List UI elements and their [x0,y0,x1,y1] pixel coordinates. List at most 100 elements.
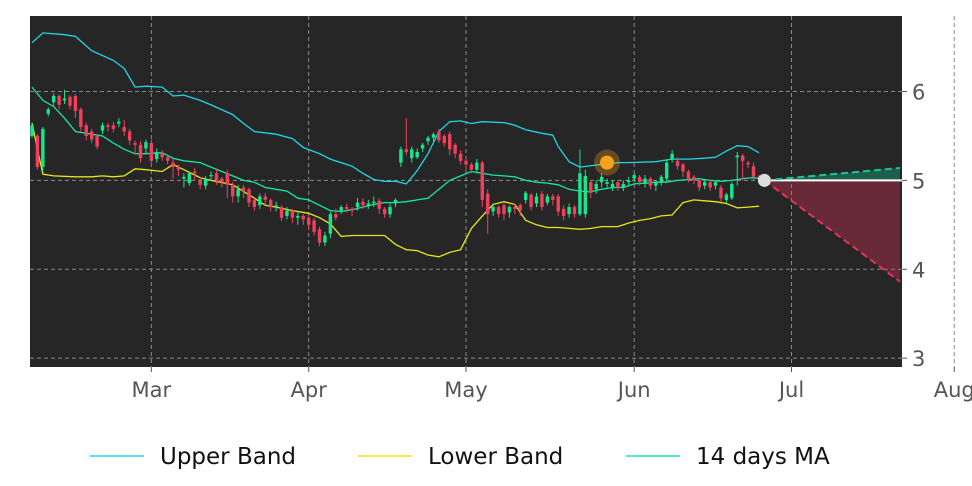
candle [361,198,365,209]
upper-band-line [31,32,760,185]
x-tick-label: Jul [777,378,804,402]
candle [415,148,419,160]
candle [589,180,593,199]
legend-label-14-days-ma: 14 days MA [696,444,830,470]
candle [241,184,246,199]
candle-body [404,149,409,152]
candle-body [334,214,338,218]
candle [220,176,224,188]
candle-body [561,208,566,216]
candle [247,187,251,208]
candle [328,211,333,239]
candle [431,132,436,142]
candle [545,193,550,206]
candle-body [73,95,78,112]
candle [621,180,626,192]
candle-body [513,207,517,209]
candle-body [252,199,257,208]
candle [507,205,512,218]
candle-body [285,210,289,216]
candle [203,175,208,190]
candle-body [453,144,457,154]
candle [182,173,186,188]
candle [670,150,674,163]
candle-body [198,180,202,185]
candle-body [697,180,701,188]
candle [616,180,620,192]
x-tick-label: Jun [616,378,651,402]
candle [73,94,78,119]
candle-body [627,180,631,183]
candle-body [68,96,72,106]
candle-body [220,178,224,183]
candle [648,176,653,190]
candle [176,164,181,176]
candle [442,134,446,147]
forecast-upper-line [764,166,901,182]
candle-body [724,194,729,200]
signal-marker [600,155,615,170]
candle-body [437,131,441,141]
y-tick-label: 4 [912,258,925,282]
candle [513,203,517,215]
markers [594,149,771,187]
candle-body [567,207,571,215]
candle [681,162,685,177]
candle-body [551,196,555,200]
candle-body [355,202,360,208]
candle [556,193,560,216]
candle [214,169,219,185]
candle-body [35,135,40,168]
candle-body [448,134,452,150]
candle [686,169,691,183]
candle [285,207,289,220]
candle [301,214,305,225]
candle [730,182,734,200]
candle [665,159,669,183]
candle-body [290,210,295,218]
candle-body [594,183,598,190]
candle-body [133,143,137,145]
candle-body [719,187,723,199]
candle-body [344,207,349,209]
candle-body [415,151,419,158]
candle-body [41,128,45,168]
candle [551,193,555,206]
candle [561,205,566,221]
candle [399,146,403,168]
candle [578,149,582,216]
candle-body [469,164,474,170]
candle [659,175,663,186]
candle [502,203,506,221]
candle-body [502,205,506,215]
candle-body [193,171,197,174]
legend-item-14-days-ma: 14 days MA [626,444,830,470]
candle-body [317,229,322,243]
candle [312,217,316,236]
candle [599,173,604,188]
candle [193,167,197,181]
candle-body [79,109,83,128]
candle [572,205,577,218]
candle [155,148,159,163]
candle [236,184,240,203]
candle-body [296,215,300,218]
candle [605,178,609,188]
candle [30,122,34,138]
candle [534,192,539,208]
candle-body [426,137,430,142]
legend-item-upper-band: Upper Band [90,444,296,470]
candle-body [100,125,105,131]
candle-body [518,205,522,211]
candle [724,192,729,204]
candle-body [214,173,219,181]
candle-body [507,207,512,213]
last-close-marker [757,173,771,187]
candle-body [306,217,311,225]
candle-body [138,144,143,159]
candle [583,169,588,218]
candle-body [46,109,50,114]
candle-body [578,173,582,215]
candle-body [496,207,501,215]
